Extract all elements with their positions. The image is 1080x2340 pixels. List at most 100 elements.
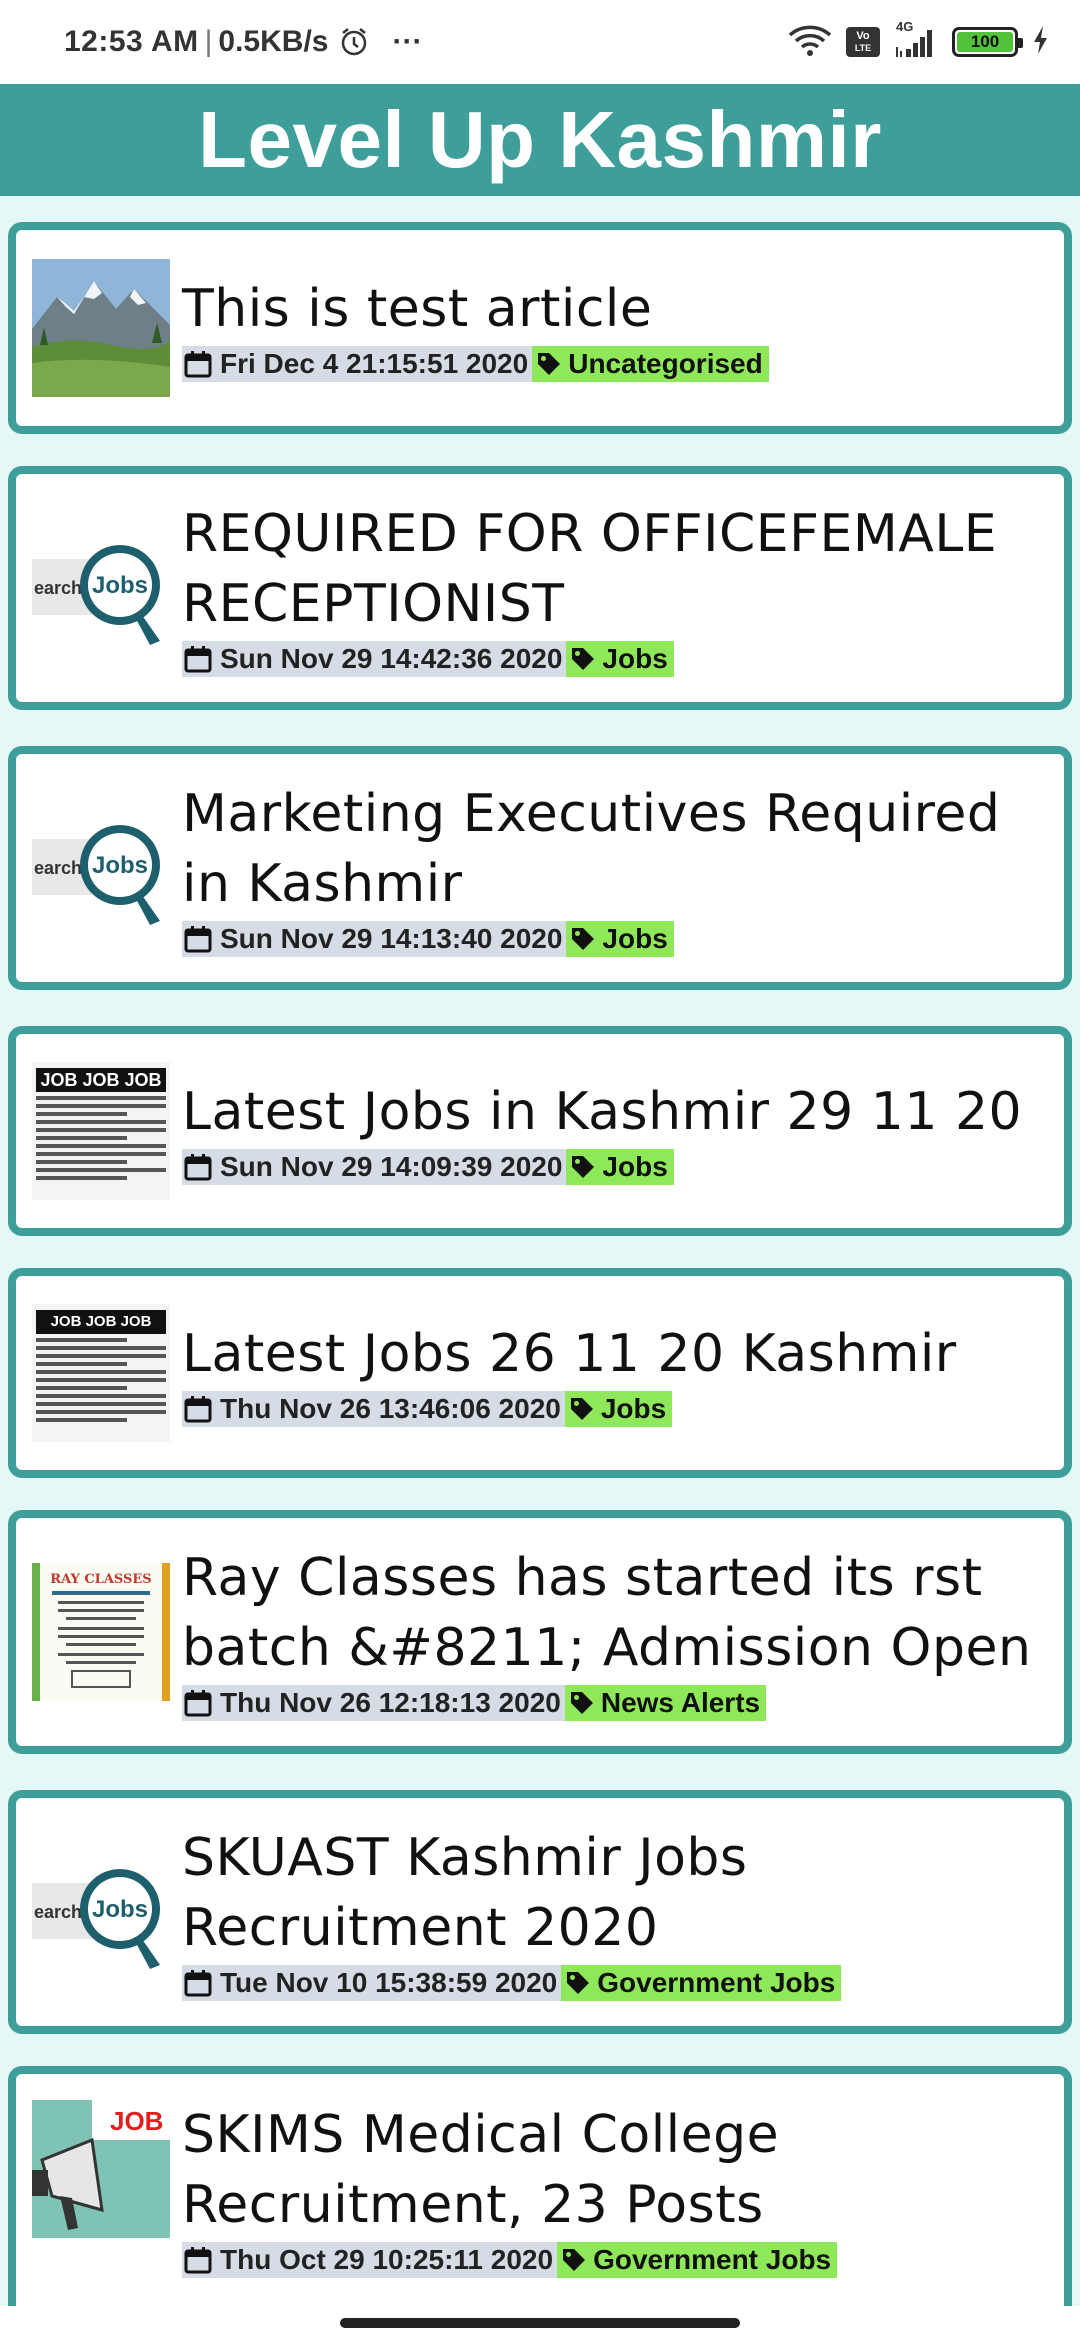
article-meta: Sun Nov 29 14:42:36 2020 Jobs xyxy=(182,641,1052,677)
article-card[interactable]: earch Jobs REQUIRED FOR OFFICEFEMALE REC… xyxy=(8,466,1072,710)
article-category[interactable]: News Alerts xyxy=(564,1685,767,1721)
article-card[interactable]: RAY CLASSES Ray Classes has started its … xyxy=(8,1510,1072,1754)
article-date: Fri Dec 4 21:15:51 2020 xyxy=(182,346,533,382)
article-meta: Fri Dec 4 21:15:51 2020 Uncategorised xyxy=(182,346,1052,382)
calendar-icon xyxy=(184,1689,212,1717)
article-title[interactable]: Marketing Executives Required in Kashmir xyxy=(182,784,1001,914)
article-date: Thu Nov 26 13:46:06 2020 xyxy=(182,1391,565,1427)
thumb-job-head: JOB JOB JOB xyxy=(36,1068,166,1092)
article-category[interactable]: Government Jobs xyxy=(561,1965,842,2001)
thumb-jobs-text: Jobs xyxy=(92,572,148,599)
alarm-icon xyxy=(338,26,370,58)
article-date-text: Tue Nov 10 15:38:59 2020 xyxy=(220,1967,558,1998)
article-date: Thu Nov 26 12:18:13 2020 xyxy=(182,1685,565,1721)
article-title[interactable]: Latest Jobs in Kashmir 29 11 20 xyxy=(182,1082,1023,1142)
article-title[interactable]: Ray Classes has started its rst batch &#… xyxy=(182,1548,1032,1678)
home-gesture-handle[interactable] xyxy=(340,2318,740,2328)
article-category[interactable]: Jobs xyxy=(566,1149,674,1185)
article-date: Thu Oct 29 10:25:11 2020 xyxy=(182,2242,558,2278)
article-title[interactable]: SKUAST Kashmir Jobs Recruitment 2020 xyxy=(182,1828,748,1958)
article-date-text: Sun Nov 29 14:09:39 2020 xyxy=(220,1151,563,1182)
article-card[interactable]: JOB JOB JOB Latest Jobs 26 11 20 Kashmir… xyxy=(8,1268,1072,1478)
thumb-search-text: earch xyxy=(34,578,82,598)
network-speed: 0.5KB/s xyxy=(218,25,329,58)
calendar-icon xyxy=(184,925,212,953)
article-list[interactable]: This is test article Fri Dec 4 21:15:51 … xyxy=(0,196,1080,2306)
thumb-jobs-text: Jobs xyxy=(92,1896,148,1923)
article-thumbnail-jobs: earch Jobs xyxy=(32,799,170,937)
thumb-jobs-text: Jobs xyxy=(92,852,148,879)
calendar-icon xyxy=(184,1153,212,1181)
article-date-text: Thu Nov 26 12:18:13 2020 xyxy=(220,1687,561,1718)
status-time: 12:53 AM xyxy=(64,25,199,58)
article-date: Sun Nov 29 14:13:40 2020 xyxy=(182,921,567,957)
article-thumbnail-jobs: earch Jobs xyxy=(32,1843,170,1981)
network-type-label: 4G xyxy=(896,19,914,34)
article-title[interactable]: REQUIRED FOR OFFICEFEMALE RECEPTIONIST xyxy=(182,504,998,634)
article-card[interactable]: JOB JOB JOB Latest Jobs in Kashmir 29 11… xyxy=(8,1026,1072,1236)
thumb-search-text: earch xyxy=(34,858,82,878)
article-title[interactable]: SKIMS Medical College Recruitment, 23 Po… xyxy=(182,2105,780,2235)
article-meta: Tue Nov 10 15:38:59 2020 Government Jobs xyxy=(182,1965,1052,2001)
volte-icon: Vo LTE xyxy=(846,27,880,57)
signal-icon: 4G xyxy=(894,19,938,59)
article-category[interactable]: Government Jobs xyxy=(557,2242,838,2278)
article-date-text: Sun Nov 29 14:42:36 2020 xyxy=(220,643,563,674)
article-meta: Sun Nov 29 14:13:40 2020 Jobs xyxy=(182,921,1052,957)
status-separator: | xyxy=(204,25,213,58)
battery-level: 100 xyxy=(957,32,1013,52)
article-card[interactable]: earch Jobs SKUAST Kashmir Jobs Recruitme… xyxy=(8,1790,1072,2034)
wifi-icon xyxy=(788,23,832,62)
article-category-text: Jobs xyxy=(602,643,668,674)
tag-icon xyxy=(570,1154,596,1180)
article-date-text: Thu Nov 26 13:46:06 2020 xyxy=(220,1393,561,1424)
article-date-text: Fri Dec 4 21:15:51 2020 xyxy=(220,348,529,379)
thumb-job-head: JOB JOB JOB xyxy=(36,1310,166,1334)
tag-icon xyxy=(561,2247,587,2273)
article-meta: Thu Nov 26 13:46:06 2020 Jobs xyxy=(182,1391,1052,1427)
article-title[interactable]: Latest Jobs 26 11 20 Kashmir xyxy=(182,1324,957,1384)
volte-bottom-label: LTE xyxy=(854,43,872,53)
article-category[interactable]: Jobs xyxy=(564,1391,673,1427)
tag-icon xyxy=(570,926,596,952)
article-category[interactable]: Uncategorised xyxy=(532,346,769,382)
calendar-icon xyxy=(184,1969,212,1997)
gesture-nav-bar xyxy=(0,2306,1080,2340)
article-date: Sun Nov 29 14:09:39 2020 xyxy=(182,1149,567,1185)
calendar-icon xyxy=(184,2246,212,2274)
article-title[interactable]: This is test article xyxy=(182,279,653,339)
tag-icon xyxy=(569,1396,595,1422)
article-category-text: Uncategorised xyxy=(568,348,763,379)
article-category[interactable]: Jobs xyxy=(566,641,674,677)
article-thumbnail-jobs: earch Jobs xyxy=(32,519,170,657)
article-category-text: Government Jobs xyxy=(593,2244,832,2275)
tag-icon xyxy=(569,1690,595,1716)
thumb-ray-text: RAY CLASSES xyxy=(50,1572,151,1587)
article-date: Tue Nov 10 15:38:59 2020 xyxy=(182,1965,562,2001)
article-meta: Thu Nov 26 12:18:13 2020 News Alerts xyxy=(182,1685,1052,1721)
article-thumbnail-job-ad: JOB JOB JOB xyxy=(32,1304,170,1442)
article-category-text: Jobs xyxy=(600,1393,667,1424)
article-date-text: Thu Oct 29 10:25:11 2020 xyxy=(220,2244,554,2275)
article-date-text: Sun Nov 29 14:13:40 2020 xyxy=(220,923,563,954)
article-date: Sun Nov 29 14:42:36 2020 xyxy=(182,641,567,677)
app-title: Level Up Kashmir xyxy=(198,95,882,184)
article-category-text: News Alerts xyxy=(600,1687,761,1718)
thumb-job-short-text: JOB xyxy=(110,2106,163,2136)
volte-top-label: Vo xyxy=(856,30,870,42)
article-card[interactable]: This is test article Fri Dec 4 21:15:51 … xyxy=(8,222,1072,434)
calendar-icon xyxy=(184,1395,212,1423)
article-thumbnail-landscape xyxy=(32,259,170,397)
tag-icon xyxy=(570,646,596,672)
calendar-icon xyxy=(184,645,212,673)
status-bar: 12:53 AM | 0.5KB/s ··· Vo LTE 4G 100 xyxy=(0,0,1080,84)
article-card[interactable]: earch Jobs Marketing Executives Required… xyxy=(8,746,1072,990)
article-thumbnail-job-ad: JOB JOB JOB xyxy=(32,1062,170,1200)
article-category[interactable]: Jobs xyxy=(566,921,674,957)
battery-icon: 100 xyxy=(952,27,1023,57)
article-thumbnail-megaphone: JOB xyxy=(32,2100,170,2238)
tag-icon xyxy=(536,351,562,377)
article-thumbnail-poster: RAY CLASSES xyxy=(32,1563,170,1701)
app-header: Level Up Kashmir xyxy=(0,84,1080,196)
article-card[interactable]: JOB SKIMS Medical College Recruitment, 2… xyxy=(8,2066,1072,2306)
